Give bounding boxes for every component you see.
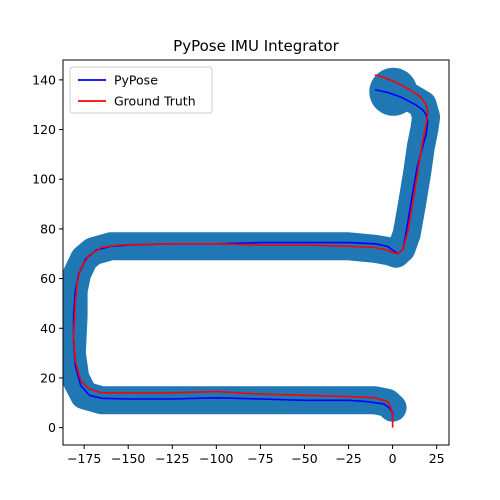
- uncertainty-band-end: [369, 67, 418, 116]
- x-tick-label: −100: [199, 451, 233, 466]
- x-tick-label: 25: [429, 451, 445, 466]
- y-tick-label: 0: [48, 420, 56, 435]
- y-tick-label: 60: [40, 271, 56, 286]
- legend-label: Ground Truth: [114, 94, 196, 109]
- x-tick-label: −150: [111, 451, 145, 466]
- x-tick-label: −50: [291, 451, 317, 466]
- y-tick-label: 140: [32, 72, 56, 87]
- x-tick-label: −125: [155, 451, 189, 466]
- x-tick-label: −25: [335, 451, 361, 466]
- legend: PyPose Ground Truth: [69, 66, 213, 114]
- chart-title: PyPose IMU Integrator: [173, 37, 340, 55]
- y-tick-label: 40: [40, 321, 56, 336]
- axes: −175 −150 −125 −100 −75 −50 −25 0 25 0 20 40 60 80 100…: [32, 59, 450, 466]
- y-tick-label: 120: [32, 122, 56, 137]
- series-line-ground-truth: [72, 74, 429, 428]
- x-tick-label: −75: [247, 451, 273, 466]
- y-tick-label: 80: [40, 221, 56, 236]
- legend-label: PyPose: [114, 73, 158, 88]
- x-tick-label: −175: [67, 451, 101, 466]
- y-tick-label: 20: [40, 370, 56, 385]
- y-tick-label: 100: [32, 172, 56, 187]
- axes-frame: [62, 59, 450, 446]
- x-tick-label: 0: [389, 451, 397, 466]
- plot-area: [63, 67, 441, 428]
